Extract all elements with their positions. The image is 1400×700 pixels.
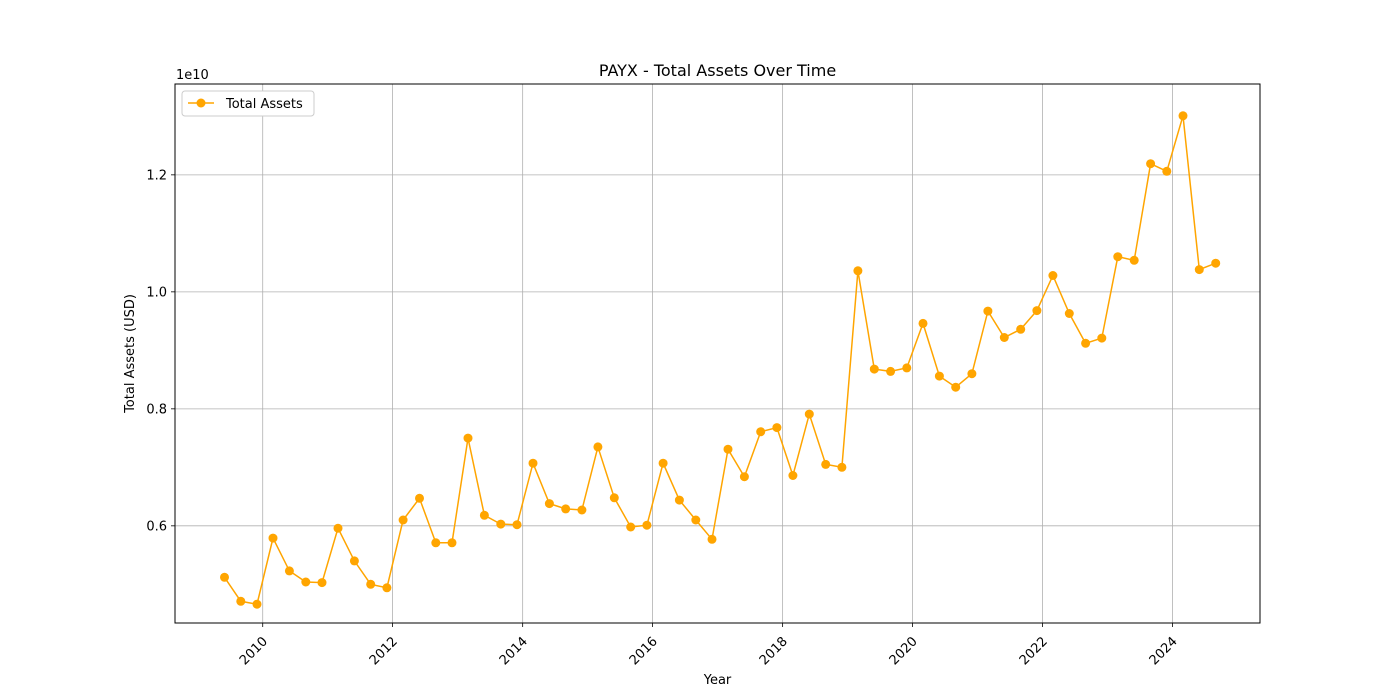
data-point [788, 471, 798, 480]
data-point [1211, 258, 1221, 268]
data-point [723, 444, 733, 454]
data-point [382, 583, 392, 593]
data-point [967, 369, 977, 379]
data-point [252, 599, 262, 609]
chart-title: PAYX - Total Assets Over Time [599, 61, 836, 80]
legend-box [181, 90, 315, 117]
data-point [496, 519, 506, 529]
data-point [821, 459, 831, 469]
data-point [1113, 252, 1123, 262]
series-line-total-assets [223, 115, 1216, 606]
data-point [479, 510, 489, 520]
data-point [1032, 306, 1042, 316]
y-offset-label: 1e10 [176, 68, 209, 83]
data-point [333, 523, 343, 533]
data-point [837, 462, 847, 472]
data-point [301, 577, 311, 587]
data-point [951, 382, 961, 392]
y-tick-label: 0.6 [146, 519, 167, 534]
data-point [561, 504, 571, 514]
data-point [398, 515, 408, 525]
data-point [317, 578, 327, 588]
legend: Total Assets [181, 90, 315, 117]
data-point [804, 409, 814, 419]
y-tick-label: 1.2 [146, 168, 167, 183]
data-point [1146, 159, 1156, 169]
data-point [366, 579, 376, 589]
data-point [512, 520, 522, 530]
y-tick-label: 0.8 [146, 402, 167, 417]
legend-marker-swatch [196, 98, 206, 108]
x-axis-title: Year [703, 673, 732, 688]
data-point [756, 427, 766, 437]
data-point [463, 433, 473, 443]
series-layer [220, 111, 1221, 609]
data-point [626, 522, 636, 532]
data-point [236, 596, 246, 606]
data-point [1016, 324, 1026, 334]
data-point [1194, 265, 1204, 275]
data-point [1178, 111, 1188, 121]
data-point [284, 566, 294, 576]
data-point [642, 520, 652, 530]
data-point [674, 495, 684, 505]
data-point [869, 364, 879, 374]
data-point [853, 266, 863, 276]
data-point [528, 458, 538, 468]
legend-label: Total Assets [225, 97, 303, 112]
data-point [415, 493, 424, 503]
plot-frame [174, 83, 1261, 624]
data-point [609, 493, 619, 503]
data-point [934, 371, 944, 381]
data-point [431, 538, 441, 548]
data-point [658, 458, 668, 468]
data-point [544, 499, 554, 509]
data-point [447, 538, 457, 548]
data-point [1081, 338, 1091, 348]
data-point [739, 472, 749, 482]
data-point [707, 534, 717, 544]
data-point [268, 533, 278, 543]
data-point [593, 442, 603, 452]
data-point [1097, 333, 1107, 343]
data-point [691, 515, 701, 525]
data-point [772, 423, 782, 433]
data-point [1162, 166, 1172, 176]
data-point [983, 306, 993, 316]
data-point [1048, 271, 1058, 280]
data-point [1064, 309, 1074, 318]
y-tick-label: 1.0 [146, 285, 167, 300]
data-point [349, 556, 359, 566]
grid-lines [175, 84, 1260, 623]
data-point [1129, 255, 1139, 265]
data-point [577, 505, 587, 515]
data-point [902, 363, 912, 373]
y-axis-title: Total Assets (USD) [123, 294, 138, 414]
data-point [999, 333, 1009, 342]
data-point [918, 318, 928, 328]
data-point [220, 572, 229, 582]
data-point [886, 366, 896, 376]
